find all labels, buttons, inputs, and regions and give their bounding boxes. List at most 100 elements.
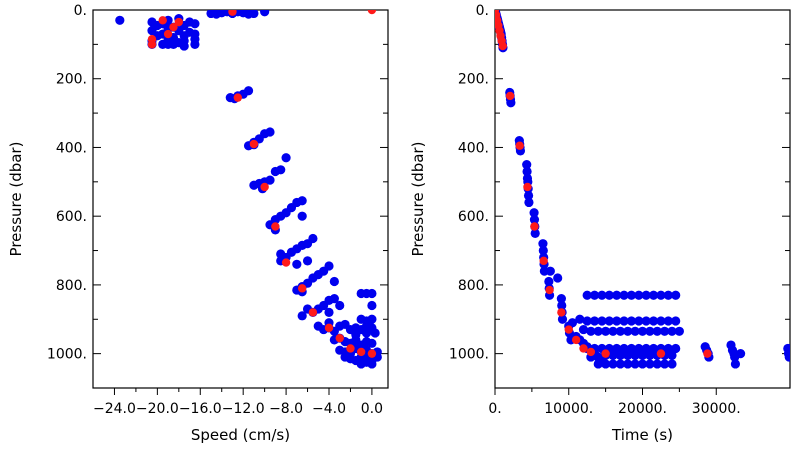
data-point [297,211,307,221]
data-point [667,326,677,336]
y-tick-label: 200. [458,72,489,88]
highlight-point [324,323,334,333]
data-point [538,239,548,249]
y-tick-label: 0. [74,3,87,19]
highlight-point [703,349,712,358]
data-points [495,10,790,369]
x-axis-label: Time (s) [611,426,673,444]
data-point [276,249,286,259]
highlight-point [571,335,581,345]
data-points [115,10,382,369]
data-point [601,326,611,336]
highlight-point [356,347,366,357]
data-point [544,276,554,287]
data-point [260,10,270,17]
data-point [211,10,221,19]
data-point [634,316,644,326]
data-point [115,15,125,25]
data-point [630,359,640,369]
data-point [612,343,622,354]
data-point [538,245,548,256]
data-point [593,352,603,362]
data-point [671,343,681,354]
data-point [524,197,534,208]
data-point [623,359,633,369]
data-point [190,34,200,44]
data-point [648,290,659,300]
highlight-point [656,349,666,358]
y-tick-label: 400. [56,140,87,156]
data-point [335,300,345,311]
data-point [367,288,377,299]
data-point [265,127,275,137]
data-point [361,328,372,338]
data-point [656,290,666,300]
data-point [619,316,629,326]
highlight-point [169,22,178,32]
data-point [297,196,307,206]
data-point [667,350,677,360]
data-point [615,359,625,369]
data-point [671,316,681,326]
data-point [578,324,589,335]
highlight-point [505,91,515,101]
x-tick-label: −12.0 [222,401,265,417]
data-point [619,343,629,354]
highlight-point [346,344,355,353]
data-point [545,266,555,276]
data-point [623,350,633,360]
data-point [589,316,600,326]
highlight-point [557,308,566,317]
data-point [652,359,662,369]
data-point [645,359,655,369]
data-point [522,160,532,170]
highlight-point [564,325,573,334]
data-point [612,290,622,300]
data-point [243,10,254,19]
y-tick-label: 0. [476,3,489,19]
data-point [626,343,637,354]
data-point [324,307,334,317]
data-point [523,190,534,201]
data-point [529,208,539,218]
data-point [608,350,618,360]
data-point [281,153,291,163]
data-point [367,359,377,369]
data-point [367,314,377,324]
data-point [612,316,622,326]
data-point [179,41,189,51]
x-tick-label: 20000. [618,401,667,417]
data-point [637,326,648,336]
data-point [660,326,670,336]
highlight-point [308,308,318,317]
highlight-point [335,333,344,343]
x-tick-label: 10000. [544,401,593,417]
data-point [292,259,302,269]
data-point [626,316,637,326]
data-point [641,343,651,354]
data-point [522,166,532,177]
data-point [575,314,585,324]
y-tick-label: 200. [56,72,87,88]
data-point [626,290,637,300]
data-point [601,359,611,369]
data-point [597,316,607,326]
data-point [630,350,640,360]
highlight-point [498,41,507,51]
data-point [324,261,334,271]
data-point [630,326,640,336]
data-point [597,290,607,300]
data-point [667,359,677,369]
highlight-point [515,141,524,150]
data-point [660,359,670,369]
data-point [589,290,600,300]
highlight-point [579,344,588,353]
data-point [641,290,651,300]
data-point [556,294,566,304]
y-tick-label: 400. [458,140,489,156]
highlight-point [271,222,280,231]
y-tick-label: 800. [56,278,87,294]
y-tick-label: 600. [458,209,489,225]
data-point [608,359,618,369]
data-point [265,175,275,185]
